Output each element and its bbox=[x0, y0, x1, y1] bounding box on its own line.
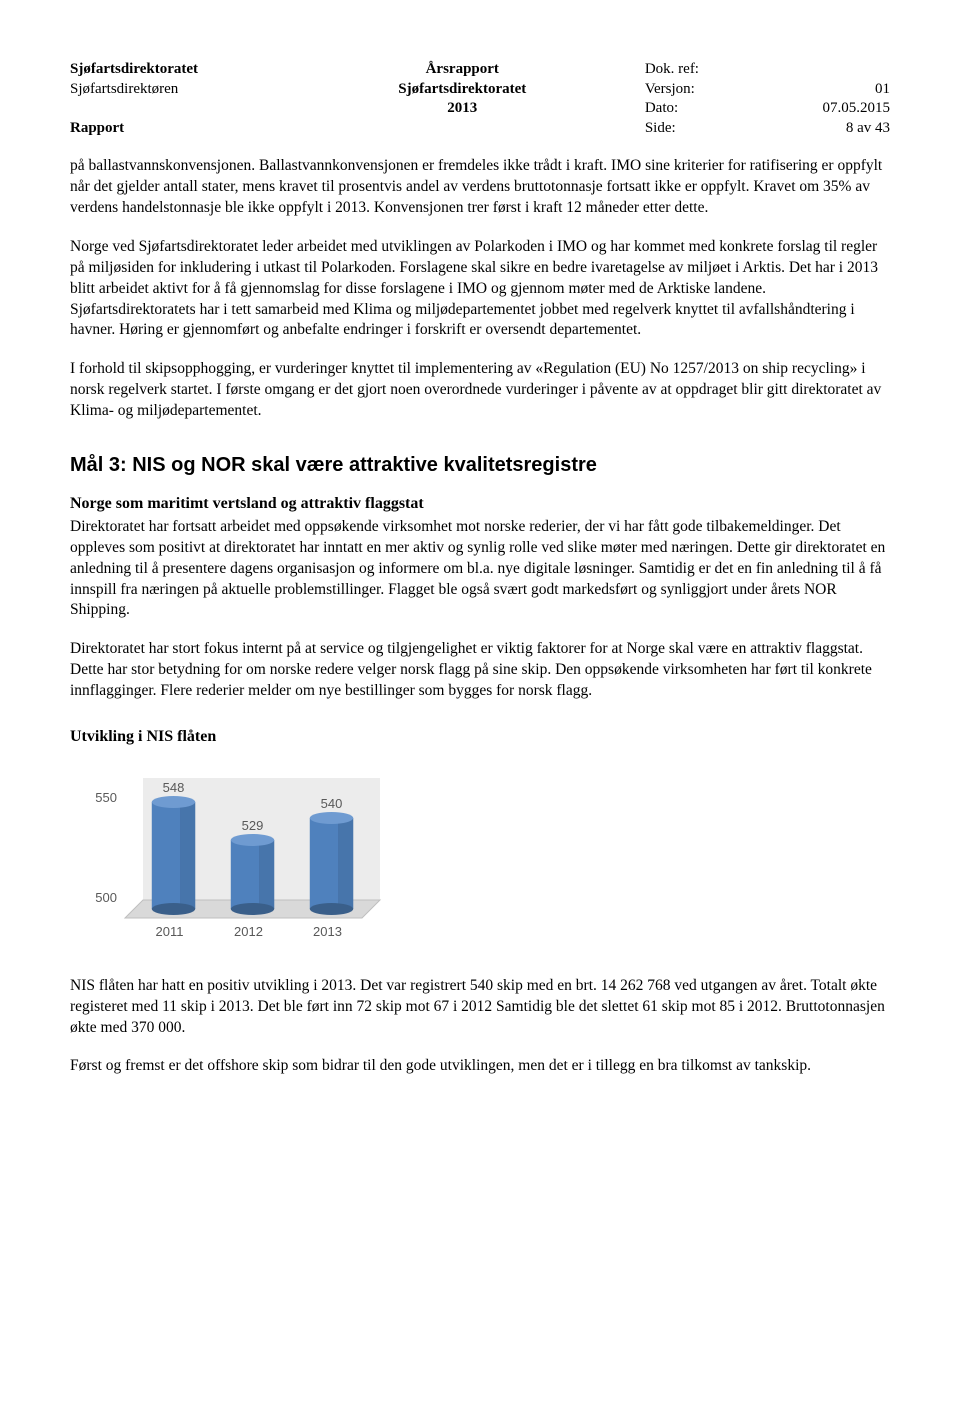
svg-text:550: 550 bbox=[95, 790, 117, 805]
paragraph-4: Direktoratet har fortsatt arbeidet med o… bbox=[70, 517, 890, 622]
header-left: Sjøfartsdirektoratet Sjøfartsdirektøren … bbox=[70, 60, 340, 138]
dokref-label: Dok. ref: bbox=[645, 60, 699, 80]
paragraph-6: NIS flåten har hatt en positiv utvikling… bbox=[70, 976, 890, 1039]
svg-text:529: 529 bbox=[242, 818, 264, 833]
page-header: Sjøfartsdirektoratet Sjøfartsdirektøren … bbox=[70, 60, 890, 138]
subheading-1: Norge som maritimt vertsland og attrakti… bbox=[70, 493, 890, 515]
paragraph-1: på ballastvannskonvensjonen. Ballastvann… bbox=[70, 156, 890, 219]
svg-text:2013: 2013 bbox=[313, 924, 342, 939]
header-center: Årsrapport Sjøfartsdirektoratet 2013 bbox=[340, 60, 585, 138]
doc-year: 2013 bbox=[340, 99, 585, 119]
nis-chart: 500 550 548 2011 529 2012 540 2013 bbox=[70, 758, 390, 958]
paragraph-3: I forhold til skipsopphogging, er vurder… bbox=[70, 359, 890, 422]
doc-org: Sjøfartsdirektoratet bbox=[340, 80, 585, 100]
org-name: Sjøfartsdirektoratet bbox=[70, 60, 340, 80]
paragraph-5: Direktoratet har stort fokus internt på … bbox=[70, 639, 890, 702]
section-title: Mål 3: NIS og NOR skal være attraktive k… bbox=[70, 452, 890, 479]
svg-text:2011: 2011 bbox=[156, 924, 184, 939]
svg-text:500: 500 bbox=[95, 890, 117, 905]
svg-text:540: 540 bbox=[321, 796, 343, 811]
dato-label: Dato: bbox=[645, 99, 678, 119]
rapport-label: Rapport bbox=[70, 119, 340, 139]
subdivision: Sjøfartsdirektøren bbox=[70, 80, 340, 100]
paragraph-2: Norge ved Sjøfartsdirektoratet leder arb… bbox=[70, 237, 890, 342]
header-right: Dok. ref: Versjon: 01 Dato: 07.05.2015 Sid… bbox=[585, 60, 890, 138]
dato-value: 07.05.2015 bbox=[822, 99, 890, 119]
versjon-value: 01 bbox=[875, 80, 890, 100]
chart-title: Utvikling i NIS flåten bbox=[70, 726, 890, 748]
versjon-label: Versjon: bbox=[645, 80, 695, 100]
doc-title: Årsrapport bbox=[340, 60, 585, 80]
svg-text:548: 548 bbox=[163, 780, 185, 795]
side-value: 8 av 43 bbox=[846, 119, 890, 139]
paragraph-7: Først og fremst er det offshore skip som… bbox=[70, 1056, 890, 1077]
svg-text:2012: 2012 bbox=[234, 924, 263, 939]
side-label: Side: bbox=[645, 119, 676, 139]
